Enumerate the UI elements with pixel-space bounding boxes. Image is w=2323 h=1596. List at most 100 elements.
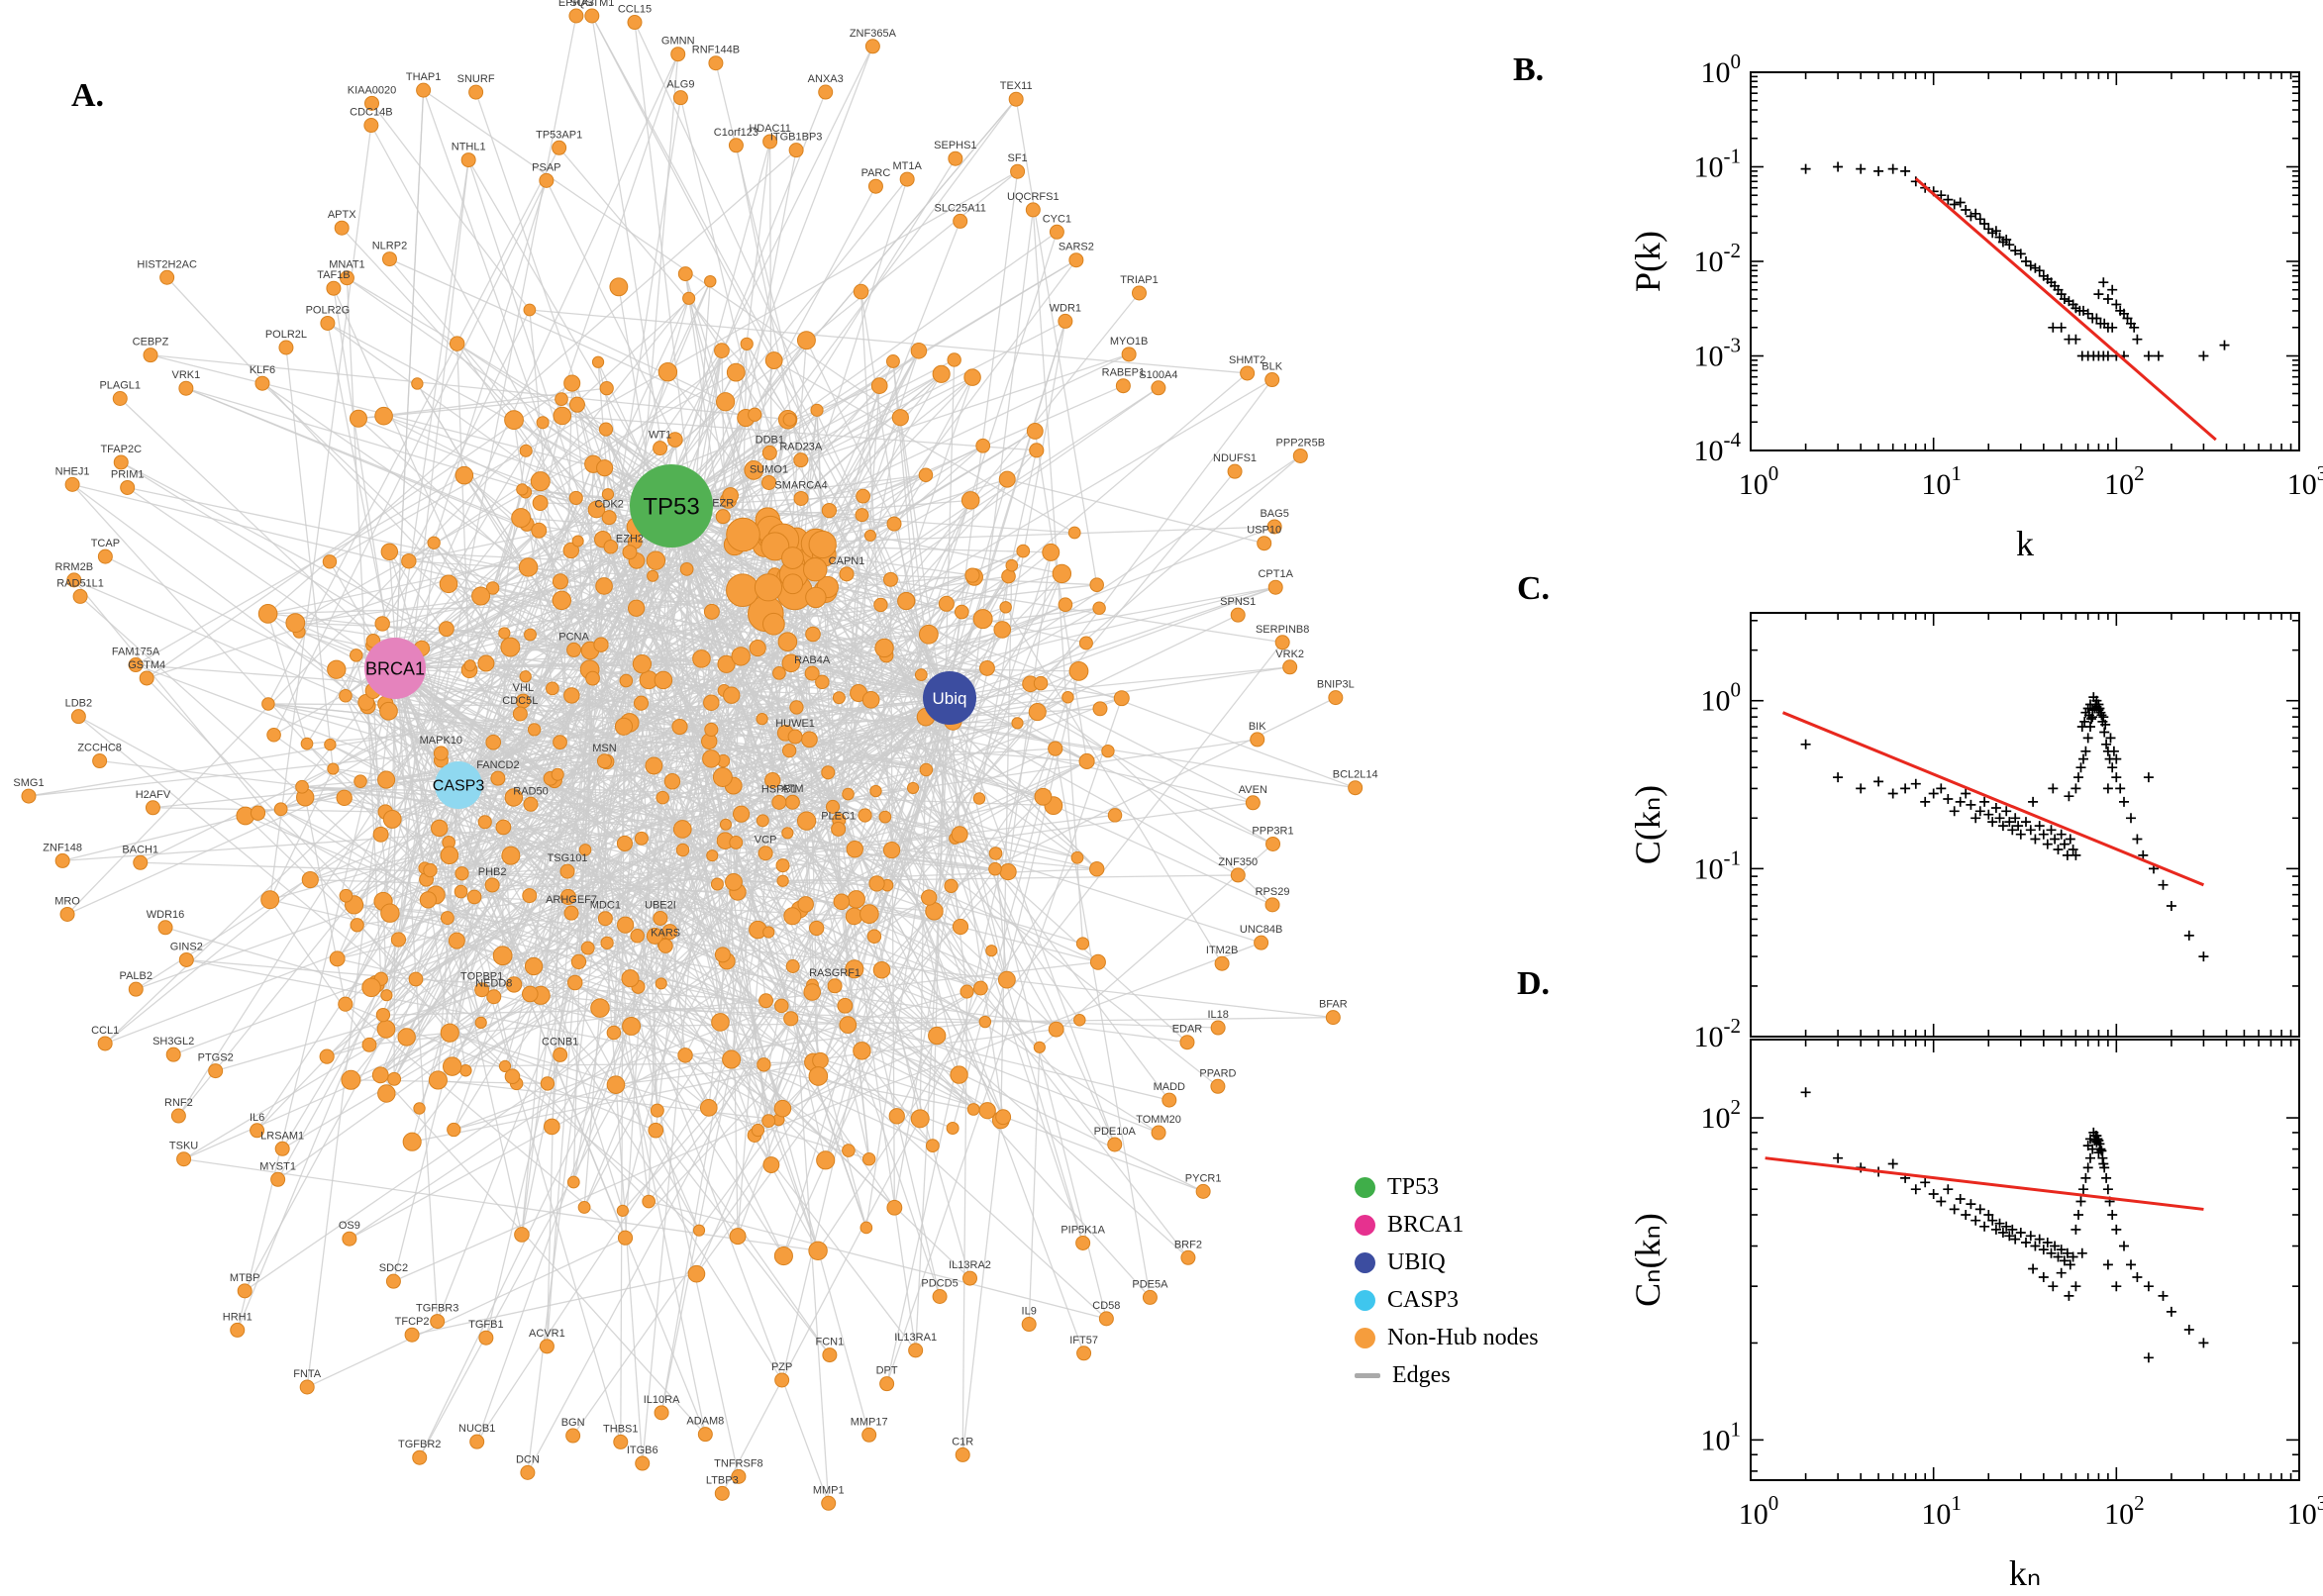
- network-node: [733, 805, 751, 823]
- network-node: [666, 432, 683, 448]
- network-node: [656, 790, 669, 805]
- network-node: [599, 381, 614, 396]
- network-edge: [399, 449, 527, 662]
- network-node: [159, 269, 175, 285]
- network-node: [568, 490, 583, 505]
- network-node: [803, 556, 828, 582]
- scatter-point: [2166, 901, 2176, 911]
- network-node: [320, 315, 336, 331]
- network-edge: [678, 611, 713, 728]
- network-edge: [886, 697, 1123, 1384]
- legend-item-ubiq: UBIQ: [1355, 1249, 1539, 1276]
- network-node: [882, 841, 901, 859]
- network-node: [1092, 601, 1106, 615]
- network-node: [859, 904, 879, 924]
- network-node: [672, 820, 692, 839]
- network-node: [653, 441, 668, 456]
- network-edge: [613, 781, 673, 1034]
- network-node: [596, 459, 614, 477]
- network-node: [839, 1016, 858, 1035]
- scatter-point: [2038, 1272, 2049, 1282]
- fit-line: [1914, 177, 2217, 442]
- network-node: [382, 810, 402, 829]
- scatter-point: [2098, 277, 2109, 288]
- network-node: [803, 983, 822, 1001]
- network-edge: [380, 834, 921, 1120]
- network-node: [552, 573, 568, 590]
- network-edge: [245, 815, 437, 896]
- network-edge: [457, 784, 670, 933]
- scatter-point: [1943, 1184, 1954, 1195]
- network-node: [133, 854, 149, 870]
- network-node: [710, 877, 724, 891]
- network-node: [433, 746, 449, 761]
- scatter-point: [1928, 788, 1939, 799]
- network-node: [512, 706, 528, 722]
- network-node: [178, 951, 194, 967]
- network-node: [914, 668, 928, 681]
- network-edge: [357, 418, 981, 989]
- tick-label: 103: [2287, 461, 2323, 501]
- network-edge: [71, 483, 951, 699]
- scatter-point: [1833, 1152, 1844, 1163]
- network-edge: [949, 697, 1273, 846]
- network-edge: [1015, 99, 1098, 585]
- network-edge: [457, 600, 790, 786]
- network-node: [54, 852, 70, 868]
- network-node: [670, 47, 686, 62]
- network-node: [1068, 661, 1089, 681]
- network-node: [1011, 717, 1024, 730]
- network-node: [1265, 836, 1281, 851]
- network-node: [514, 1227, 530, 1243]
- network-edge: [146, 505, 672, 679]
- network-node: [921, 889, 938, 906]
- network-edge: [792, 965, 830, 1504]
- network-edge: [269, 125, 372, 900]
- network-node: [1240, 365, 1256, 381]
- network-node: [1266, 519, 1282, 535]
- network-node: [342, 1231, 357, 1247]
- network-node: [585, 670, 600, 686]
- network-edge: [805, 821, 819, 1077]
- network-node: [837, 997, 854, 1014]
- scatter-point: [2111, 772, 2122, 783]
- network-edge: [389, 912, 813, 986]
- network-node: [439, 574, 458, 594]
- network-node: [827, 978, 843, 994]
- scatter-point: [2198, 951, 2209, 962]
- network-node: [270, 1171, 286, 1187]
- network-edge: [741, 655, 951, 699]
- legend-item-non-hub-nodes: Non-Hub nodes: [1355, 1325, 1539, 1351]
- network-node: [773, 1246, 793, 1266]
- network-edge: [670, 505, 827, 1161]
- scatter-point: [2111, 1224, 2122, 1235]
- network-edge: [1008, 372, 1249, 577]
- network-node: [596, 753, 612, 769]
- network-edge: [618, 286, 719, 885]
- network-node: [797, 896, 814, 913]
- network-node: [809, 920, 825, 937]
- scatter-point: [1936, 783, 1947, 794]
- network-edge: [150, 353, 790, 421]
- network-edge: [636, 607, 951, 699]
- network-node: [796, 331, 816, 350]
- scatter-point: [2080, 1172, 2091, 1183]
- panel-letter-c: C.: [1517, 570, 1551, 607]
- network-node: [460, 152, 476, 168]
- network-node: [758, 846, 773, 861]
- network-edge: [457, 419, 789, 786]
- network-node: [591, 355, 605, 368]
- scatter-point: [1873, 776, 1884, 787]
- network-node: [1282, 659, 1298, 675]
- scatter-point: [1928, 1189, 1939, 1199]
- network-edge: [1055, 748, 1152, 1298]
- network-node: [744, 460, 764, 480]
- network-edge: [540, 343, 748, 504]
- network-edge: [529, 309, 726, 403]
- network-edge: [330, 744, 988, 1112]
- network-edge: [183, 1158, 819, 1251]
- network-edge: [244, 505, 672, 1292]
- y-axis-label: C(kₙ): [1628, 785, 1667, 864]
- network-edge: [1107, 750, 1273, 906]
- scatter-point: [2085, 1152, 2095, 1163]
